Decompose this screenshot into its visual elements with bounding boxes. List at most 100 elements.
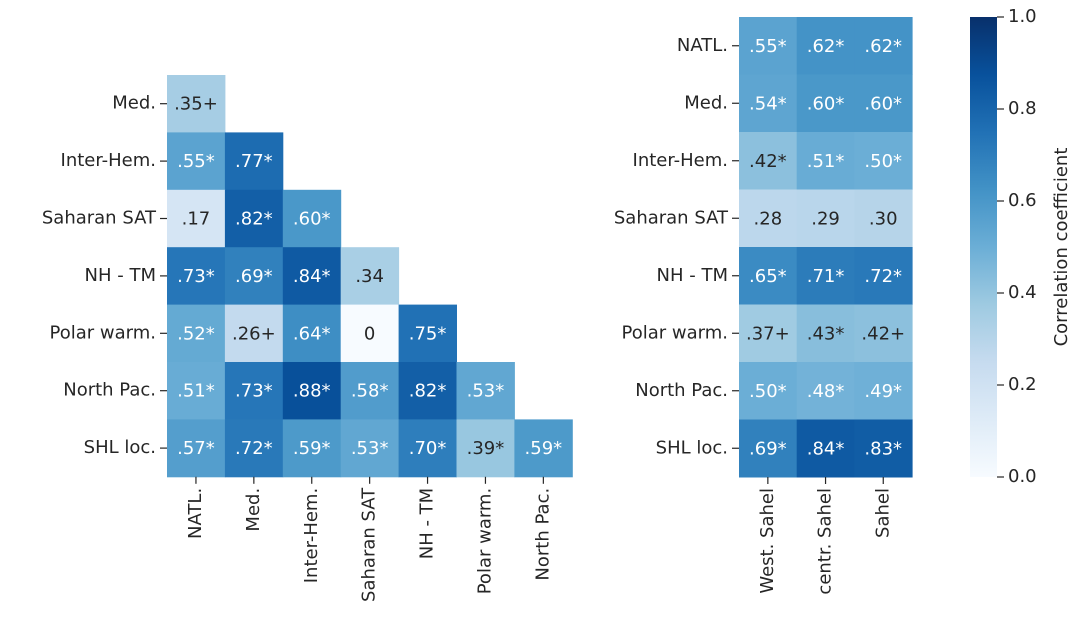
heatmap-cell [167,419,226,478]
heatmap-cell [340,419,400,478]
y-tick-label: Saharan SAT [614,207,729,228]
colorbar-tick-label: 0.6 [1008,190,1037,211]
heatmap-cell [456,362,515,420]
colorbar-tick-label: 1.0 [1008,6,1037,27]
cell-label: .55* [749,36,787,57]
y-tick-label: Saharan SAT [42,208,157,229]
y-tick-label: Polar warm. [622,322,728,343]
x-tick-label: NATL. [185,488,206,539]
heatmap-cell [739,304,798,363]
heatmap-cell [854,419,913,478]
x-tick-label: centr. Sahel [815,488,836,595]
y-tick-label: SHL loc. [656,437,728,458]
cell-label: .59* [525,438,563,459]
cell-label: .53* [351,438,389,459]
cell-label: .64* [293,323,331,344]
cell-label: .75* [409,323,447,344]
heatmap-cell [796,132,855,190]
cell-label: .84* [293,266,331,287]
heatmap-cell [796,17,855,75]
heatmap-cell [340,304,400,363]
cell-label: .43* [807,323,845,344]
heatmap-cell [796,74,855,133]
cell-label: .62* [807,36,845,57]
heatmap-cell [282,362,342,420]
heatmap-cell [398,362,457,420]
heatmap-cell [167,247,226,306]
cell-label: .51* [177,381,215,402]
cell-label: .82* [409,381,447,402]
cell-label: .49* [864,381,902,402]
heatmap-cell [224,419,284,478]
heatmap-cell [854,74,913,133]
heatmap-cell [224,362,284,420]
colorbar [970,17,997,477]
y-tick-label: Polar warm. [50,322,156,343]
heatmap-cell [796,189,855,248]
cell-label: .58* [351,381,389,402]
cell-label: .52* [177,323,215,344]
heatmap-cell [167,189,226,248]
y-tick-label: North Pac. [63,380,156,401]
heatmap-cell [796,419,855,478]
cell-label: .50* [864,151,902,172]
cell-label: .48* [807,381,845,402]
x-tick-label: Sahel [872,488,893,538]
cell-label: .29 [811,208,840,229]
cell-label: .62* [864,36,902,57]
cell-label: 0 [364,323,375,344]
y-tick-label: Med. [684,92,728,113]
x-tick-label: Polar warm. [474,488,495,594]
x-tick-label: North Pac. [532,488,553,581]
heatmap-cell [739,189,798,248]
heatmap-cell [167,304,226,363]
cell-label: .59* [293,438,331,459]
heatmap-cell [167,132,226,191]
heatmap-cell [456,419,515,478]
heatmap-cell [398,419,457,478]
y-tick-label: NH - TM [657,265,728,286]
cell-label: .60* [293,209,331,230]
heatmap-cell [282,419,342,478]
cell-label: .69* [749,438,787,459]
cell-label: .70* [409,438,447,459]
x-tick-label: West. Sahel [757,488,778,594]
cell-label: .72* [235,438,273,459]
cell-label: .69* [235,266,273,287]
y-tick-label: Inter-Hem. [61,150,156,171]
x-tick-label: Saharan SAT [359,487,380,602]
heatmap-cell [167,362,226,420]
y-tick-label: NATL. [677,35,728,56]
x-tick-label: Med. [243,488,264,532]
cell-label: .73* [235,381,273,402]
cell-label: .50* [749,381,787,402]
cell-label: .26+ [232,323,276,344]
heatmap-cell [340,247,400,306]
colorbar-tick-label: 0.2 [1008,374,1037,395]
cell-label: .54* [749,93,787,114]
heatmap-cell [398,304,457,363]
cell-label: .35+ [174,94,218,115]
heatmap-cell [282,304,342,363]
cell-label: .82* [235,209,273,230]
cell-label: .28 [754,208,783,229]
colorbar-tick-label: 0.8 [1008,98,1037,119]
cell-label: .34 [355,266,384,287]
colorbar-label: Correlation coefficient [1051,148,1072,347]
cell-label: .88* [293,381,331,402]
heatmap-cell [796,362,855,420]
cell-label: .57* [177,438,215,459]
y-tick-label: Med. [112,93,156,114]
cell-label: .77* [235,151,273,172]
cell-label: .65* [749,266,787,287]
heatmap-cell [282,189,342,248]
heatmap-cell [854,17,913,75]
cell-label: .30 [869,208,898,229]
heatmap-cell [224,247,284,306]
heatmap-cell [224,304,284,363]
cell-label: .71* [807,266,845,287]
cell-label: .37+ [746,323,790,344]
heatmap-cell [167,75,226,133]
heatmap-cell [739,74,798,133]
heatmap-cell [739,362,798,420]
